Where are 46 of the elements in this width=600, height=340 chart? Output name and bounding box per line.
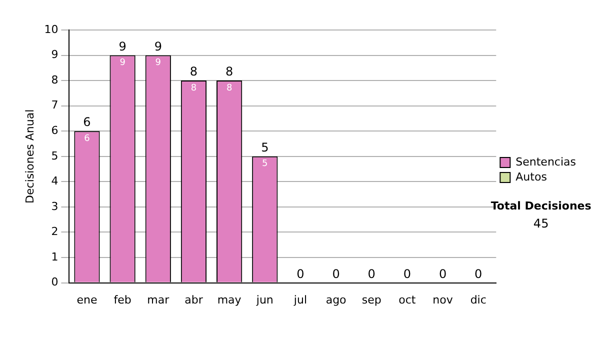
annotation: Total Decisiones xyxy=(490,199,592,212)
y-tick-label: 6 xyxy=(51,124,58,137)
data-label: 9 xyxy=(120,58,126,68)
total-label: 0 xyxy=(474,266,482,281)
y-tick-label: 3 xyxy=(51,200,58,213)
text: 45 xyxy=(533,216,549,231)
total-label: 9 xyxy=(118,39,126,54)
data-label: 6 xyxy=(84,134,90,144)
x-tick-label: oct xyxy=(398,293,416,306)
legend-label: Sentencias xyxy=(516,155,576,168)
y-tick-label: 4 xyxy=(51,174,58,188)
total-label: 0 xyxy=(368,266,376,281)
total-label: 8 xyxy=(190,64,198,79)
y-tick-label: 9 xyxy=(51,48,58,62)
total-label: 0 xyxy=(332,266,340,281)
x-tick-label: ago xyxy=(326,293,347,306)
total-label: 0 xyxy=(438,266,447,281)
y-tick-label: 5 xyxy=(51,149,58,162)
y-tick-label: 7 xyxy=(51,98,58,112)
y-tick-label: 0 xyxy=(51,276,58,289)
x-tick-label: sep xyxy=(362,293,382,306)
legend-label: Autos xyxy=(516,170,548,184)
total-label: 0 xyxy=(296,266,304,281)
x-tick-label: nov xyxy=(432,293,454,306)
data-label: 9 xyxy=(155,58,162,68)
x-tick-label: jun xyxy=(255,293,274,306)
x-tick-label: mar xyxy=(147,293,170,306)
x-tick-label: may xyxy=(217,293,242,306)
y-tick-label: 2 xyxy=(51,225,58,238)
total-label: 0 xyxy=(403,266,412,281)
x-tick-label: abr xyxy=(184,293,204,306)
y-tick-label: 8 xyxy=(51,73,58,86)
total-label: 9 xyxy=(154,39,162,54)
y-axis-title: Decisiones Anual xyxy=(23,109,36,204)
x-tick-label: dic xyxy=(470,293,486,306)
x-tick-label: ene xyxy=(76,293,98,306)
x-tick-label: feb xyxy=(114,293,132,306)
data-label: 8 xyxy=(226,83,232,94)
y-tick-label: 10 xyxy=(44,22,58,36)
total-label: 8 xyxy=(225,64,234,79)
y-tick-label: 1 xyxy=(51,250,58,264)
total-label: 5 xyxy=(261,140,269,155)
total-label: 6 xyxy=(83,115,91,130)
data-label: 5 xyxy=(262,159,268,170)
data-label: 8 xyxy=(190,83,197,94)
x-tick-label: jul xyxy=(292,293,308,306)
